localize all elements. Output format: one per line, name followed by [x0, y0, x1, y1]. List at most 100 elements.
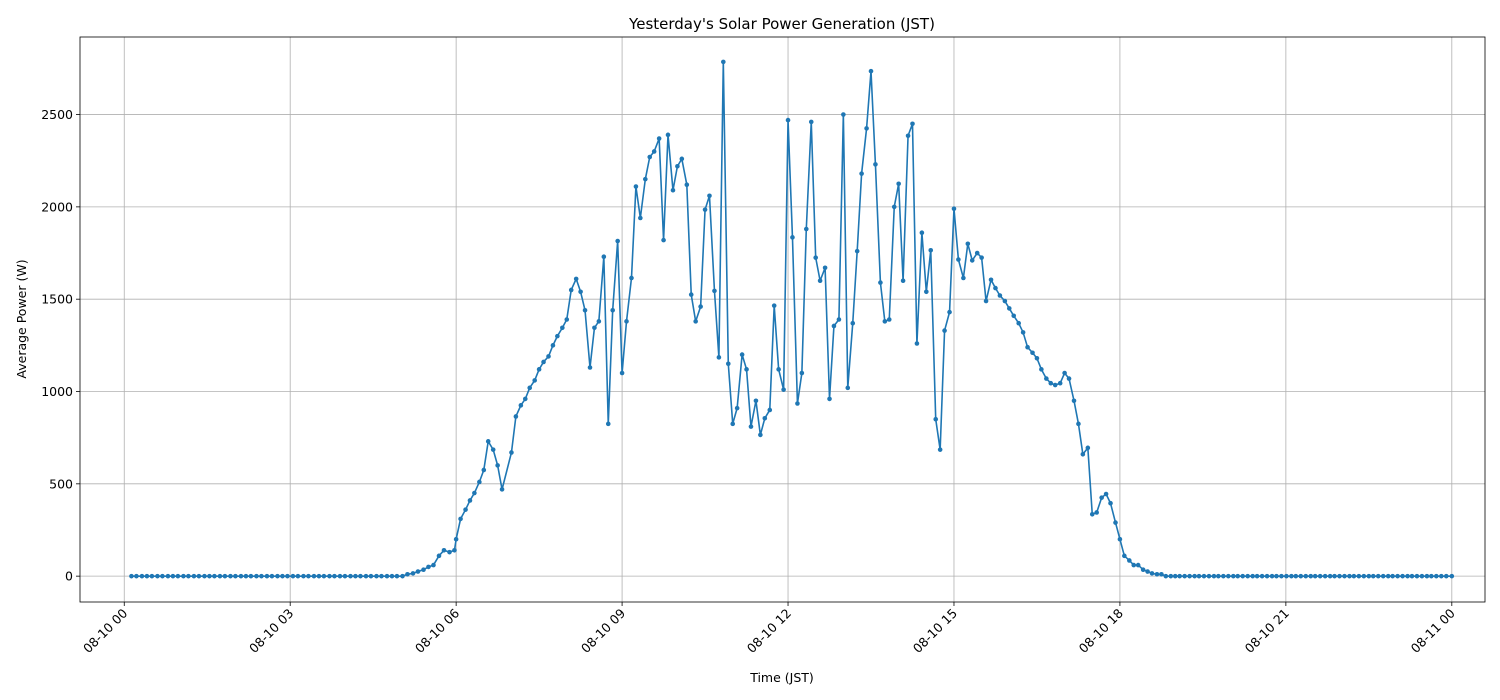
data-point: [587, 365, 593, 370]
data-point: [803, 226, 809, 232]
data-point: [374, 573, 379, 579]
data-point: [688, 292, 694, 297]
data-point: [379, 573, 384, 579]
data-point: [181, 573, 186, 579]
data-point: [495, 463, 500, 468]
data-point: [1117, 536, 1123, 542]
data-point: [1131, 562, 1137, 568]
data-point: [951, 206, 957, 212]
y-tick-label: 1500: [41, 292, 73, 307]
data-point: [458, 516, 463, 522]
data-point: [431, 562, 436, 568]
data-point: [568, 287, 574, 293]
data-point: [1405, 573, 1410, 579]
data-point: [1221, 573, 1226, 579]
data-point: [1066, 376, 1072, 381]
data-point: [165, 573, 171, 579]
data-point: [1099, 495, 1104, 500]
data-point: [453, 536, 459, 542]
data-point: [191, 573, 197, 579]
data-point: [1016, 320, 1021, 326]
data-point: [947, 309, 952, 315]
data-point: [477, 479, 482, 485]
data-point: [342, 573, 348, 579]
data-point: [1449, 573, 1455, 579]
data-point: [1020, 330, 1026, 335]
data-point: [1076, 421, 1081, 427]
data-point: [1201, 573, 1207, 579]
data-point: [1337, 573, 1342, 579]
data-point: [1347, 573, 1352, 579]
data-point: [155, 573, 160, 579]
data-point: [1312, 573, 1318, 579]
x-axis: 08-10 00 08-10 03 08-10 06 08-10 09 08-10 12…: [80, 602, 1458, 656]
data-point: [1322, 573, 1328, 579]
data-point: [1048, 380, 1054, 386]
data-point: [1390, 573, 1395, 579]
data-point: [129, 573, 134, 579]
data-point: [1351, 573, 1357, 579]
data-point: [1159, 572, 1164, 577]
data-point: [1293, 573, 1299, 579]
data-point: [1140, 567, 1146, 572]
data-point: [864, 126, 869, 131]
data-point: [716, 355, 722, 360]
data-point: [993, 285, 998, 291]
data-point: [601, 254, 607, 260]
data-point: [781, 387, 786, 392]
data-point: [831, 323, 837, 329]
data-point: [1034, 355, 1040, 361]
data-point: [859, 171, 864, 176]
data-point: [629, 275, 634, 281]
data-point: [1163, 573, 1169, 579]
data-point: [389, 573, 395, 579]
data-point: [841, 112, 846, 117]
data-point: [394, 573, 400, 579]
data-point: [827, 396, 832, 402]
data-point: [795, 401, 800, 406]
data-point: [134, 573, 139, 579]
data-point: [771, 303, 777, 308]
data-point: [536, 367, 542, 372]
data-point: [1094, 510, 1099, 515]
data-point: [661, 237, 666, 243]
data-point: [400, 573, 405, 579]
data-point: [633, 184, 639, 189]
data-point: [139, 573, 145, 579]
data-point: [878, 280, 883, 285]
data-point: [965, 241, 971, 247]
x-tick-label: 08-10 00: [80, 605, 130, 655]
chart-title: Yesterday's Solar Power Generation (JST): [628, 15, 935, 33]
data-point: [721, 59, 726, 65]
data-point: [410, 571, 416, 576]
x-tick-label: 08-10 21: [1242, 606, 1292, 656]
data-point: [1006, 306, 1012, 311]
data-point: [481, 467, 487, 473]
data-point: [905, 133, 911, 139]
data-point: [144, 573, 150, 579]
data-point: [467, 498, 473, 503]
data-point: [1332, 573, 1337, 579]
data-point: [358, 573, 363, 579]
data-point: [707, 193, 712, 199]
data-point: [1052, 382, 1058, 388]
data-point: [702, 207, 708, 212]
data-point: [1122, 553, 1127, 559]
data-point: [928, 247, 934, 253]
data-point: [196, 573, 202, 579]
y-tick-label: 500: [49, 476, 73, 491]
data-point: [647, 154, 653, 160]
data-point: [854, 248, 860, 254]
data-point: [1235, 573, 1241, 579]
data-point: [564, 317, 570, 322]
data-point: [1071, 398, 1077, 404]
data-point: [1385, 573, 1391, 579]
data-point: [643, 176, 648, 182]
data-point: [275, 573, 280, 579]
data-point: [1062, 370, 1067, 376]
data-point: [675, 163, 680, 169]
series-line-group: [129, 59, 1455, 579]
data-point: [638, 215, 643, 221]
data-point: [1250, 573, 1255, 579]
data-point: [1308, 573, 1314, 579]
